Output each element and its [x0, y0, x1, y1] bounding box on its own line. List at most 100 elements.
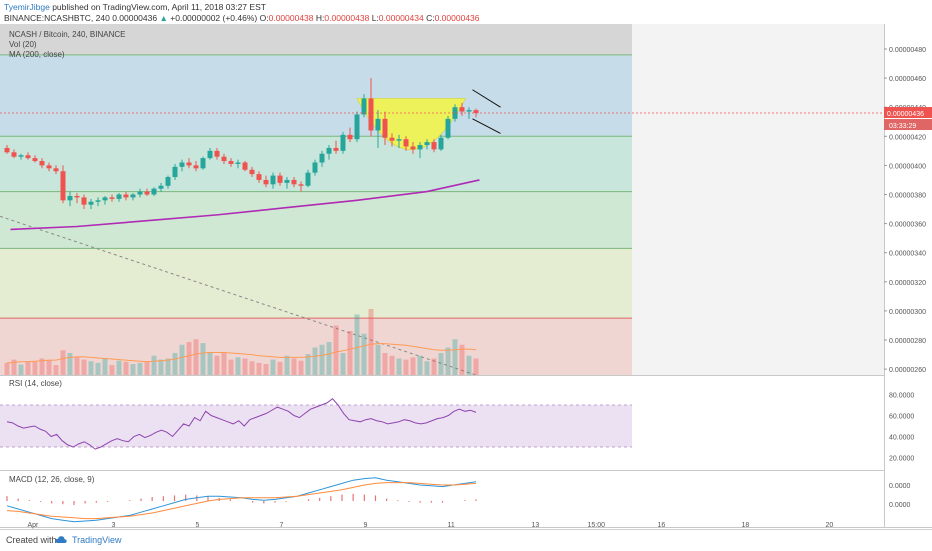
pennant-upper-line [472, 89, 501, 108]
candle-body [473, 110, 479, 114]
volume-bar [32, 361, 38, 375]
volume-bar [67, 353, 73, 375]
tradingview-brand[interactable]: TradingView [72, 535, 122, 545]
time-axis-label: Apr [28, 522, 40, 529]
ma-legend[interactable]: MA (200, close) [9, 50, 65, 59]
candle-body [137, 191, 143, 195]
price-axis-label: 0.00000460 [889, 76, 926, 83]
volume-bar [137, 362, 143, 375]
rsi-legend[interactable]: RSI (14, close) [9, 379, 62, 388]
volume-bar [284, 355, 290, 375]
time-axis-label: 13 [532, 522, 540, 529]
chart-canvas[interactable]: 0.000004800.000004600.000004400.00000420… [0, 24, 932, 529]
volume-bar [53, 365, 59, 375]
main-legend-title[interactable]: NCASH / Bitcoin, 240, BINANCE [9, 30, 125, 39]
volume-bar [459, 344, 465, 375]
volume-bar [431, 358, 437, 375]
price-change: +0.00000002 (+0.46%) [170, 13, 258, 23]
candle-body [277, 175, 283, 183]
time-axis-label: 3 [112, 522, 116, 529]
volume-bar [270, 359, 276, 375]
candle-body [459, 107, 465, 112]
candle-body [179, 162, 185, 167]
candle-body [228, 161, 234, 164]
time-axis-background [0, 528, 932, 529]
candle-body [18, 155, 24, 157]
high-label: H: [315, 13, 325, 23]
volume-bar [123, 361, 129, 375]
volume-bar [438, 353, 444, 375]
symbol-label[interactable]: BINANCE:NCASHBTC, 240 [4, 13, 110, 23]
volume-bar [312, 347, 318, 375]
candle-body [165, 177, 171, 186]
candle-body [256, 174, 262, 180]
candle-body [270, 175, 276, 185]
candle-body [396, 139, 402, 141]
candle-body [60, 171, 66, 201]
candle-body [333, 147, 339, 151]
candle-body [249, 169, 255, 175]
macd-legend[interactable]: MACD (12, 26, close, 9) [9, 475, 95, 484]
candle-body [4, 147, 10, 153]
candle-body [284, 179, 290, 183]
footer: Created with TradingView [0, 529, 932, 551]
fib-zone-top [0, 24, 632, 55]
low-label: L: [371, 13, 379, 23]
volume-bar [452, 339, 458, 375]
author-link[interactable]: TyemirJibge [4, 2, 50, 12]
candle-body [340, 134, 346, 151]
candle-body [32, 158, 38, 162]
last-price-tag [884, 107, 932, 119]
volume-bar [200, 343, 206, 375]
last-price: 0.00000436 [112, 13, 158, 23]
future-area [632, 24, 884, 375]
volume-bar [60, 350, 66, 375]
volume-bar [165, 358, 171, 375]
price-pane[interactable] [0, 24, 884, 376]
candle-body [382, 118, 388, 138]
rsi-axis-label: 80.0000 [889, 393, 914, 400]
volume-bar [221, 353, 227, 375]
volume-bar [235, 357, 241, 375]
candle-body [242, 162, 248, 170]
macd-pane[interactable] [0, 471, 884, 527]
candle-body [466, 110, 472, 112]
time-axis-label: 18 [742, 522, 750, 529]
volume-bar [445, 347, 451, 375]
price-axis-label: 0.00000380 [889, 193, 926, 200]
volume-bar [382, 353, 388, 375]
candle-body [319, 153, 325, 163]
macd-axis-label: 0.0000 [889, 502, 911, 509]
volume-bar [18, 364, 24, 375]
price-axis-label: 0.00000340 [889, 251, 926, 258]
volume-bar [39, 358, 45, 375]
candle-body [172, 166, 178, 178]
high-value: 0.00000438 [324, 13, 370, 23]
volume-bar [144, 361, 150, 375]
candle-body [312, 162, 318, 173]
volume-bar [207, 351, 213, 375]
candle-body [221, 156, 227, 162]
time-axis-label: 5 [196, 522, 200, 529]
candle-body [326, 147, 332, 154]
volume-bar [4, 362, 10, 375]
open-label: O: [259, 13, 269, 23]
candle-body [410, 146, 416, 150]
volume-bar [263, 364, 269, 375]
candle-body [298, 184, 304, 186]
volume-bar [354, 314, 360, 375]
rsi-band [0, 405, 632, 447]
candle-body [452, 107, 458, 119]
volume-bar [417, 355, 423, 375]
candle-body [11, 152, 17, 157]
rsi-pane[interactable] [0, 376, 884, 470]
volume-bar [81, 359, 87, 375]
volume-bar [95, 362, 101, 375]
volume-legend[interactable]: Vol (20) [9, 40, 37, 49]
volume-bar [130, 364, 136, 375]
volume-bar [389, 355, 395, 375]
candle-body [123, 194, 129, 198]
change-arrow-icon: ▲ [159, 13, 168, 23]
time-axis-label: 11 [448, 522, 455, 529]
candle-body [74, 195, 80, 198]
